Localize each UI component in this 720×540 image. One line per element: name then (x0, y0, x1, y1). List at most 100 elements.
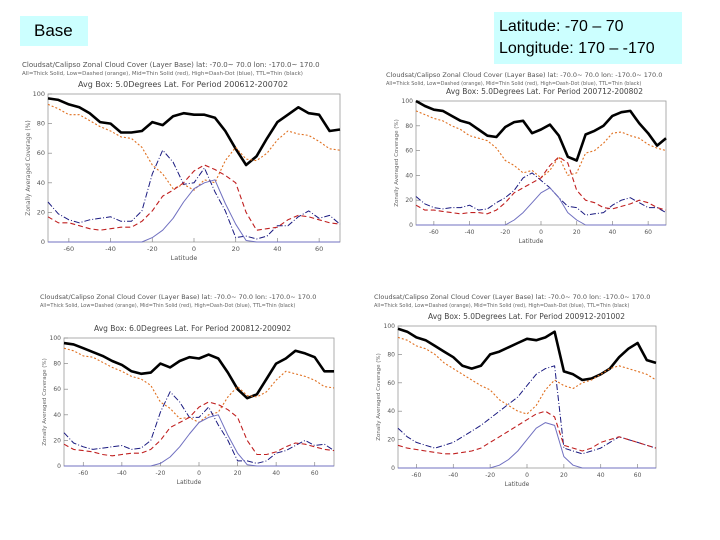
x-axis-label: Latitude (171, 254, 198, 262)
longitude-range-text: Longitude: 170 – -170 (499, 40, 655, 57)
series-ttl-line (48, 179, 340, 243)
y-tick-label: 100 (33, 90, 45, 98)
series-all-line (47, 97, 341, 167)
y-tick-label: 60 (53, 386, 61, 393)
x-axis-label: Latitude (519, 238, 544, 245)
y-tick-label: 100 (402, 98, 414, 105)
chart-subheader: All=Thick Solid, Low=Dashed (orange), Mi… (22, 71, 303, 77)
chart-panel-bottom-right: Cloudsat/Calipso Zonal Cloud Cover (Laye… (374, 293, 657, 488)
y-tick-label: 60 (387, 380, 395, 387)
x-tick-label: 20 (234, 470, 242, 477)
x-tick-label: -60 (429, 229, 439, 236)
x-axis-label: Latitude (505, 481, 530, 488)
series-low-line (415, 110, 667, 179)
base-label: Base (34, 21, 73, 40)
y-tick-label: 40 (405, 172, 413, 179)
x-tick-label: 0 (539, 229, 543, 236)
x-tick-label: 40 (609, 229, 617, 236)
series-mid-line (63, 401, 335, 457)
y-tick-label: 20 (53, 437, 61, 444)
y-axis-label: Zonally Averaged Coverage (%) (42, 358, 48, 446)
chart-subheader: All=Thick Solid, Low=Dashed (orange), Mi… (40, 303, 295, 309)
avg-box-label: Avg Box: 6.0Degrees Lat. For Period 2008… (94, 324, 291, 333)
series-low-line (397, 336, 657, 415)
latitude-range-text: Latitude: -70 – 70 (499, 18, 624, 35)
chart-panel-bottom-left: Cloudsat/Calipso Zonal Cloud Cover (Laye… (40, 293, 335, 486)
y-tick-label: 40 (53, 412, 61, 419)
series-high-line (63, 391, 335, 464)
x-tick-label: -20 (147, 245, 158, 253)
x-axis-label: Latitude (177, 479, 202, 486)
y-tick-label: 20 (387, 437, 395, 444)
chart-header: Cloudsat/Calipso Zonal Cloud Cover (Laye… (386, 71, 662, 79)
series-high-line (397, 365, 657, 455)
y-axis-label: Zonally Averaged Coverage (%) (394, 119, 400, 207)
x-tick-label: 40 (272, 470, 280, 477)
x-tick-label: 60 (644, 229, 652, 236)
x-tick-label: -60 (64, 245, 75, 253)
y-tick-label: 40 (37, 179, 45, 187)
y-tick-label: 0 (409, 222, 413, 229)
x-tick-label: 40 (597, 472, 605, 479)
x-tick-label: -40 (105, 245, 116, 253)
x-tick-label: 0 (525, 472, 529, 479)
y-tick-label: 0 (57, 463, 61, 470)
y-tick-label: 20 (37, 208, 45, 216)
series-mid-line (415, 156, 667, 215)
x-tick-label: 20 (560, 472, 568, 479)
series-ttl-line (398, 422, 656, 469)
chart-panel-top-left: Cloudsat/Calipso Zonal Cloud Cover (Laye… (22, 61, 341, 262)
chart-subheader: All=Thick Solid, Low=Dashed (orange), Mi… (374, 303, 629, 309)
y-tick-label: 80 (37, 120, 45, 128)
lat-lon-range-box: Latitude: -70 – 70 Longitude: 170 – -170 (494, 12, 682, 64)
series-high-line (47, 149, 341, 240)
avg-box-label: Avg Box: 5.0Degrees Lat. For Period 2006… (78, 80, 288, 89)
x-tick-label: 60 (315, 245, 323, 253)
y-axis-label: Zonally Averaged Coverage (%) (25, 120, 32, 215)
series-mid-line (397, 410, 657, 455)
series-all-line (63, 341, 334, 400)
chart-subheader: All=Thick Solid, Low=Dashed (orange), Mi… (386, 81, 641, 87)
x-tick-label: 60 (311, 470, 319, 477)
series-low-line (47, 103, 341, 191)
x-tick-label: 0 (197, 470, 201, 477)
y-tick-label: 80 (387, 351, 395, 358)
y-tick-label: 80 (53, 361, 61, 368)
series-all-line (415, 99, 667, 162)
series-high-line (415, 172, 667, 216)
chart-header: Cloudsat/Calipso Zonal Cloud Cover (Laye… (374, 293, 650, 301)
x-tick-label: -40 (465, 229, 475, 236)
series-all-line (397, 327, 657, 382)
y-tick-label: 60 (405, 148, 413, 155)
x-tick-label: -20 (500, 229, 510, 236)
x-tick-label: -40 (117, 470, 127, 477)
x-tick-label: -60 (78, 470, 88, 477)
avg-box-label: Avg Box: 5.0Degrees Lat. For Period 2009… (428, 312, 625, 321)
chart-panel-top-right: Cloudsat/Calipso Zonal Cloud Cover (Laye… (386, 71, 667, 245)
series-ttl-line (64, 414, 334, 467)
y-axis-label: Zonally Averaged Coverage (%) (376, 353, 382, 441)
avg-box-label: Avg Box: 5.0Degrees Lat. For Period 2007… (446, 87, 643, 96)
y-tick-label: 0 (41, 238, 45, 246)
x-tick-label: -60 (412, 472, 422, 479)
y-tick-label: 20 (405, 197, 413, 204)
x-tick-label: -20 (485, 472, 495, 479)
series-ttl-line (416, 187, 666, 226)
x-tick-label: 0 (192, 245, 196, 253)
x-tick-label: 40 (273, 245, 281, 253)
y-tick-label: 60 (37, 149, 45, 157)
x-tick-label: 20 (232, 245, 240, 253)
y-tick-label: 100 (384, 323, 396, 330)
y-tick-label: 80 (405, 123, 413, 130)
x-tick-label: -20 (156, 470, 166, 477)
x-tick-label: 60 (634, 472, 642, 479)
chart-header: Cloudsat/Calipso Zonal Cloud Cover (Laye… (40, 293, 316, 301)
series-mid-line (47, 164, 341, 231)
y-tick-label: 100 (50, 335, 62, 342)
x-tick-label: 20 (573, 229, 581, 236)
chart-header: Cloudsat/Calipso Zonal Cloud Cover (Laye… (22, 61, 320, 69)
x-tick-label: -40 (448, 472, 458, 479)
y-tick-label: 40 (387, 408, 395, 415)
base-label-box: Base (20, 16, 88, 46)
y-tick-label: 0 (391, 465, 395, 472)
